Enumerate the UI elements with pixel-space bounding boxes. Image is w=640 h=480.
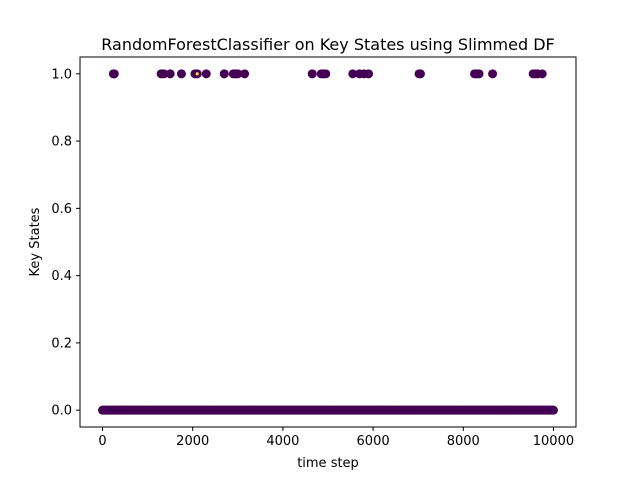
x-tick-label: 2000 [176, 434, 209, 449]
y-tick-label: 0.4 [51, 269, 72, 284]
scatter-point-high [159, 69, 169, 79]
scatter-point-high [165, 69, 175, 79]
y-tick-label: 1.0 [51, 67, 72, 82]
scatter-point-high [201, 69, 211, 79]
scatter-point-high [233, 69, 243, 79]
x-tick-label: 6000 [357, 434, 390, 449]
scatter-point-high [307, 69, 317, 79]
x-tick-label: 0 [98, 434, 106, 449]
plot-area: 0 2000 4000 6000 8000 10000 0.0 0.2 0.4 0.6 0.8 1.… [51, 56, 577, 449]
x-tick-label: 8000 [447, 434, 480, 449]
x-tick-label: 4000 [266, 434, 299, 449]
y-tick-label: 0.0 [51, 404, 72, 419]
scatter-point-high [415, 69, 425, 79]
chart-title: RandomForestClassifier on Key States usi… [101, 35, 554, 54]
scatter-point-high [240, 69, 250, 79]
scatter-points [98, 69, 558, 415]
y-tick-label: 0.2 [51, 336, 72, 351]
scatter-point-high [537, 69, 547, 79]
y-axis-label: Key States [28, 207, 43, 276]
x-axis-ticks: 0 2000 4000 6000 8000 10000 [98, 427, 574, 449]
scatter-point-high [176, 69, 186, 79]
axes-frame [79, 56, 577, 428]
scatter-point-high [364, 69, 374, 79]
y-tick-label: 0.6 [51, 202, 72, 217]
y-axis-ticks: 0.0 0.2 0.4 0.6 0.8 1.0 [51, 67, 80, 419]
x-tick-label: 10000 [533, 434, 574, 449]
y-tick-label: 0.8 [51, 135, 72, 150]
scatter-point-low [548, 405, 558, 415]
scatter-point-high [219, 69, 229, 79]
scatter-point-accent [195, 72, 199, 76]
scatter-point-high [321, 69, 331, 79]
scatter-point-high [109, 69, 119, 79]
x-axis-label: time step [297, 456, 359, 471]
scatter-point-high [488, 69, 498, 79]
scatter-point-high [474, 69, 484, 79]
scatter-point-high [348, 69, 358, 79]
